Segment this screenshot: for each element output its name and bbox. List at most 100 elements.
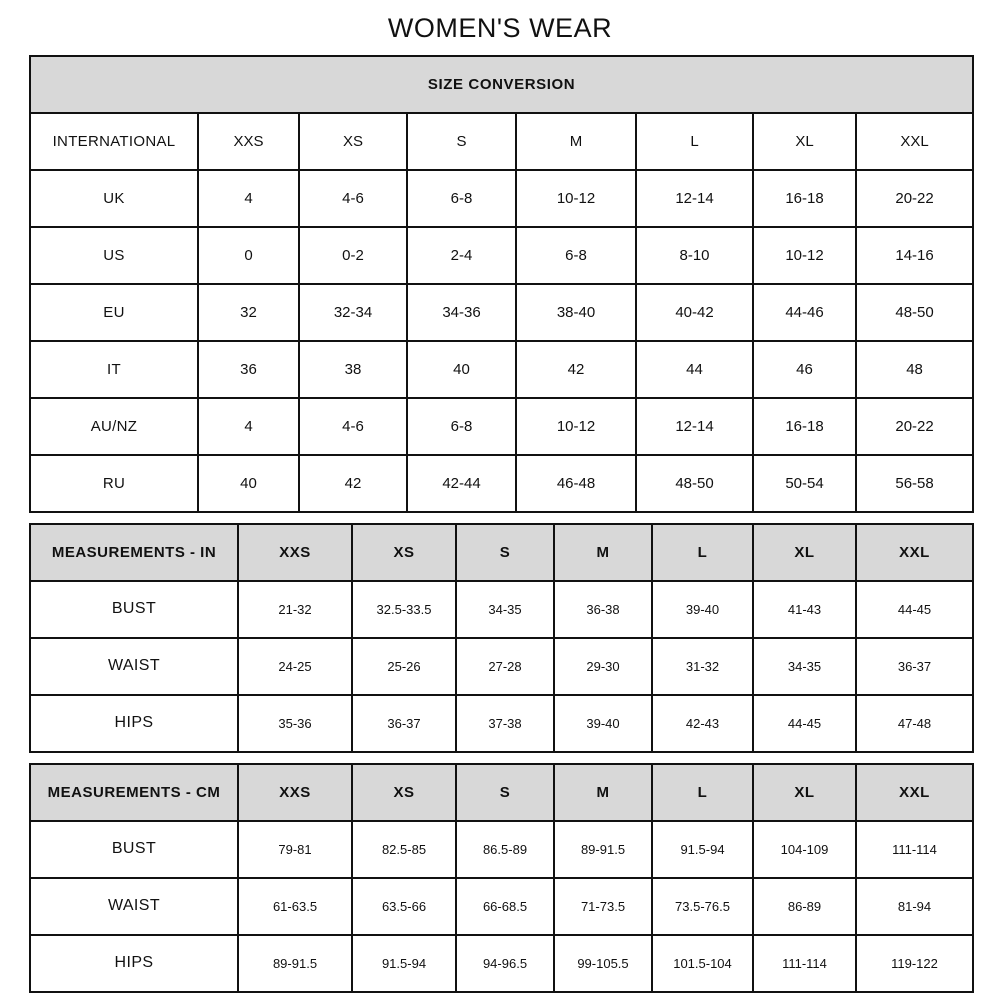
cell-r5-c1: 4-6 <box>298 396 408 456</box>
cell-r4-c3: 42 <box>515 339 637 399</box>
measurements-cm-cell-r0-c4: 91.5-94 <box>651 819 754 879</box>
table-row: WAIST 24-25 25-26 27-28 29-30 31-32 34-35 36-37 <box>29 636 974 696</box>
row-label-hips: HIPS <box>29 933 239 993</box>
measurements-cm-cell-r1-c1: 63.5-66 <box>351 876 457 936</box>
table-row: WAIST 61-63.5 63.5-66 66-68.5 71-73.5 73.5-76… <box>29 876 974 936</box>
measurements-in-table: MEASUREMENTS - IN XXS XS S M L XL XXL BUST 21-32… <box>29 522 974 753</box>
row-label-hips: HIPS <box>29 693 239 753</box>
table-row: UK 4 4-6 6-8 10-12 12-14 16-18 20-22 <box>29 168 975 228</box>
measurements-in-cell-r1-c3: 29-30 <box>553 636 653 696</box>
cell-r4-c5: 46 <box>752 339 857 399</box>
header-row: MEASUREMENTS - IN XXS XS S M L XL XXL <box>29 522 974 582</box>
cell-r0-c2: S <box>406 111 517 171</box>
cell-r2-c1: 0-2 <box>298 225 408 285</box>
cell-r1-c4: 12-14 <box>635 168 754 228</box>
cell-r3-c4: 40-42 <box>635 282 754 342</box>
measurements-cm-cell-r0-c0: 79-81 <box>237 819 353 879</box>
measurements-in-head: MEASUREMENTS - IN XXS XS S M L XL XXL <box>29 522 974 582</box>
measurements-cm-cell-r2-c6: 119-122 <box>855 933 974 993</box>
measurements-cm-cell-r0-c2: 86.5-89 <box>455 819 555 879</box>
row-label-au-nz: AU/NZ <box>29 396 199 456</box>
measurements-in-column-xl: XL <box>752 522 857 582</box>
cell-r5-c6: 20-22 <box>854 396 975 456</box>
measurements-in-cell-r0-c6: 44-45 <box>855 579 974 639</box>
cell-r2-c6: 14-16 <box>854 225 975 285</box>
measurements-in-column-xs: XS <box>351 522 457 582</box>
cell-r3-c2: 34-36 <box>406 282 517 342</box>
measurements-cm-column-l: L <box>651 762 754 822</box>
measurements-cm-cell-r0-c1: 82.5-85 <box>351 819 457 879</box>
measurements-in-cell-r0-c2: 34-35 <box>455 579 555 639</box>
cell-r5-c5: 16-18 <box>752 396 857 456</box>
measurements-in-column-xxl: XXL <box>855 522 974 582</box>
measurements-cm-head: MEASUREMENTS - CM XXS XS S M L XL XXL <box>29 762 974 822</box>
cell-r3-c5: 44-46 <box>752 282 857 342</box>
measurements-cm-column-xxs: XXS <box>237 762 353 822</box>
measurements-in-body: BUST 21-32 32.5-33.5 34-35 36-38 39-40 41-43 44… <box>29 579 974 753</box>
size-conversion-thead: SIZE CONVERSION <box>28 54 975 114</box>
table-row: AU/NZ 4 4-6 6-8 10-12 12-14 16-18 20-22 <box>29 396 975 456</box>
measurements-cm-table: MEASUREMENTS - CM XXS XS S M L XL XXL BUST 79-81… <box>29 762 974 993</box>
measurements-cm-cell-r1-c6: 81-94 <box>855 876 974 936</box>
measurements-in-cell-r1-c1: 25-26 <box>351 636 457 696</box>
cell-r1-c2: 6-8 <box>406 168 517 228</box>
size-conversion-banner-row: SIZE CONVERSION <box>28 54 975 114</box>
measurements-cm-cell-r2-c1: 91.5-94 <box>351 933 457 993</box>
measurements-in-cell-r2-c0: 35-36 <box>237 693 353 753</box>
cell-r6-c0: 40 <box>197 453 300 513</box>
measurements-cm-column-xs: XS <box>351 762 457 822</box>
measurements-in-cell-r1-c4: 31-32 <box>651 636 754 696</box>
table-row: HIPS 89-91.5 91.5-94 94-96.5 99-105.5 101.5-1… <box>29 933 974 993</box>
cell-r4-c2: 40 <box>406 339 517 399</box>
cell-r6-c2: 42-44 <box>406 453 517 513</box>
measurements-in-cell-r2-c4: 42-43 <box>651 693 754 753</box>
measurements-cm-column-xxl: XXL <box>855 762 974 822</box>
measurements-in-column-s: S <box>455 522 555 582</box>
measurements-in-cell-r1-c6: 36-37 <box>855 636 974 696</box>
measurements-cm-cell-r2-c3: 99-105.5 <box>553 933 653 993</box>
table-row: IT 36 38 40 42 44 46 48 <box>29 339 975 399</box>
measurements-cm-cell-r1-c0: 61-63.5 <box>237 876 353 936</box>
row-label-bust: BUST <box>29 579 239 639</box>
measurements-in-cell-r0-c4: 39-40 <box>651 579 754 639</box>
measurements-in-cell-r0-c0: 21-32 <box>237 579 353 639</box>
measurements-cm-cell-r2-c4: 101.5-104 <box>651 933 754 993</box>
cell-r2-c3: 6-8 <box>515 225 637 285</box>
cell-r6-c4: 48-50 <box>635 453 754 513</box>
table-row: HIPS 35-36 36-37 37-38 39-40 42-43 44-45 47-48 <box>29 693 974 753</box>
row-label-waist: WAIST <box>29 636 239 696</box>
measurements-cm-body: BUST 79-81 82.5-85 86.5-89 89-91.5 91.5-94 104… <box>29 819 974 993</box>
row-label-waist: WAIST <box>29 876 239 936</box>
row-label-ru: RU <box>29 453 199 513</box>
cell-r0-c4: L <box>635 111 754 171</box>
cell-r1-c5: 16-18 <box>752 168 857 228</box>
cell-r2-c0: 0 <box>197 225 300 285</box>
measurements-cm-cell-r2-c0: 89-91.5 <box>237 933 353 993</box>
cell-r0-c6: XXL <box>854 111 975 171</box>
cell-r4-c1: 38 <box>298 339 408 399</box>
cell-r1-c3: 10-12 <box>515 168 637 228</box>
measurements-cm-cell-r1-c3: 71-73.5 <box>553 876 653 936</box>
table-row: EU 32 32-34 34-36 38-40 40-42 44-46 48-50 <box>29 282 975 342</box>
measurements-in-column-xxs: XXS <box>237 522 353 582</box>
cell-r3-c1: 32-34 <box>298 282 408 342</box>
cell-r1-c0: 4 <box>197 168 300 228</box>
table-row: BUST 21-32 32.5-33.5 34-35 36-38 39-40 41-43 44… <box>29 579 974 639</box>
measurements-in-cell-r0-c1: 32.5-33.5 <box>351 579 457 639</box>
measurements-in-cell-r2-c6: 47-48 <box>855 693 974 753</box>
measurements-in-cell-r0-c3: 36-38 <box>553 579 653 639</box>
measurements-in-column-l: L <box>651 522 754 582</box>
cell-r1-c1: 4-6 <box>298 168 408 228</box>
cell-r4-c4: 44 <box>635 339 754 399</box>
measurements-cm-column-m: M <box>553 762 653 822</box>
cell-r6-c1: 42 <box>298 453 408 513</box>
cell-r6-c6: 56-58 <box>854 453 975 513</box>
measurements-in-cell-r1-c5: 34-35 <box>752 636 857 696</box>
cell-r5-c2: 6-8 <box>406 396 517 456</box>
measurements-in-cell-r1-c2: 27-28 <box>455 636 555 696</box>
measurements-cm-column-xl: XL <box>752 762 857 822</box>
cell-r4-c6: 48 <box>854 339 975 399</box>
row-label-us: US <box>29 225 199 285</box>
cell-r0-c3: M <box>515 111 637 171</box>
